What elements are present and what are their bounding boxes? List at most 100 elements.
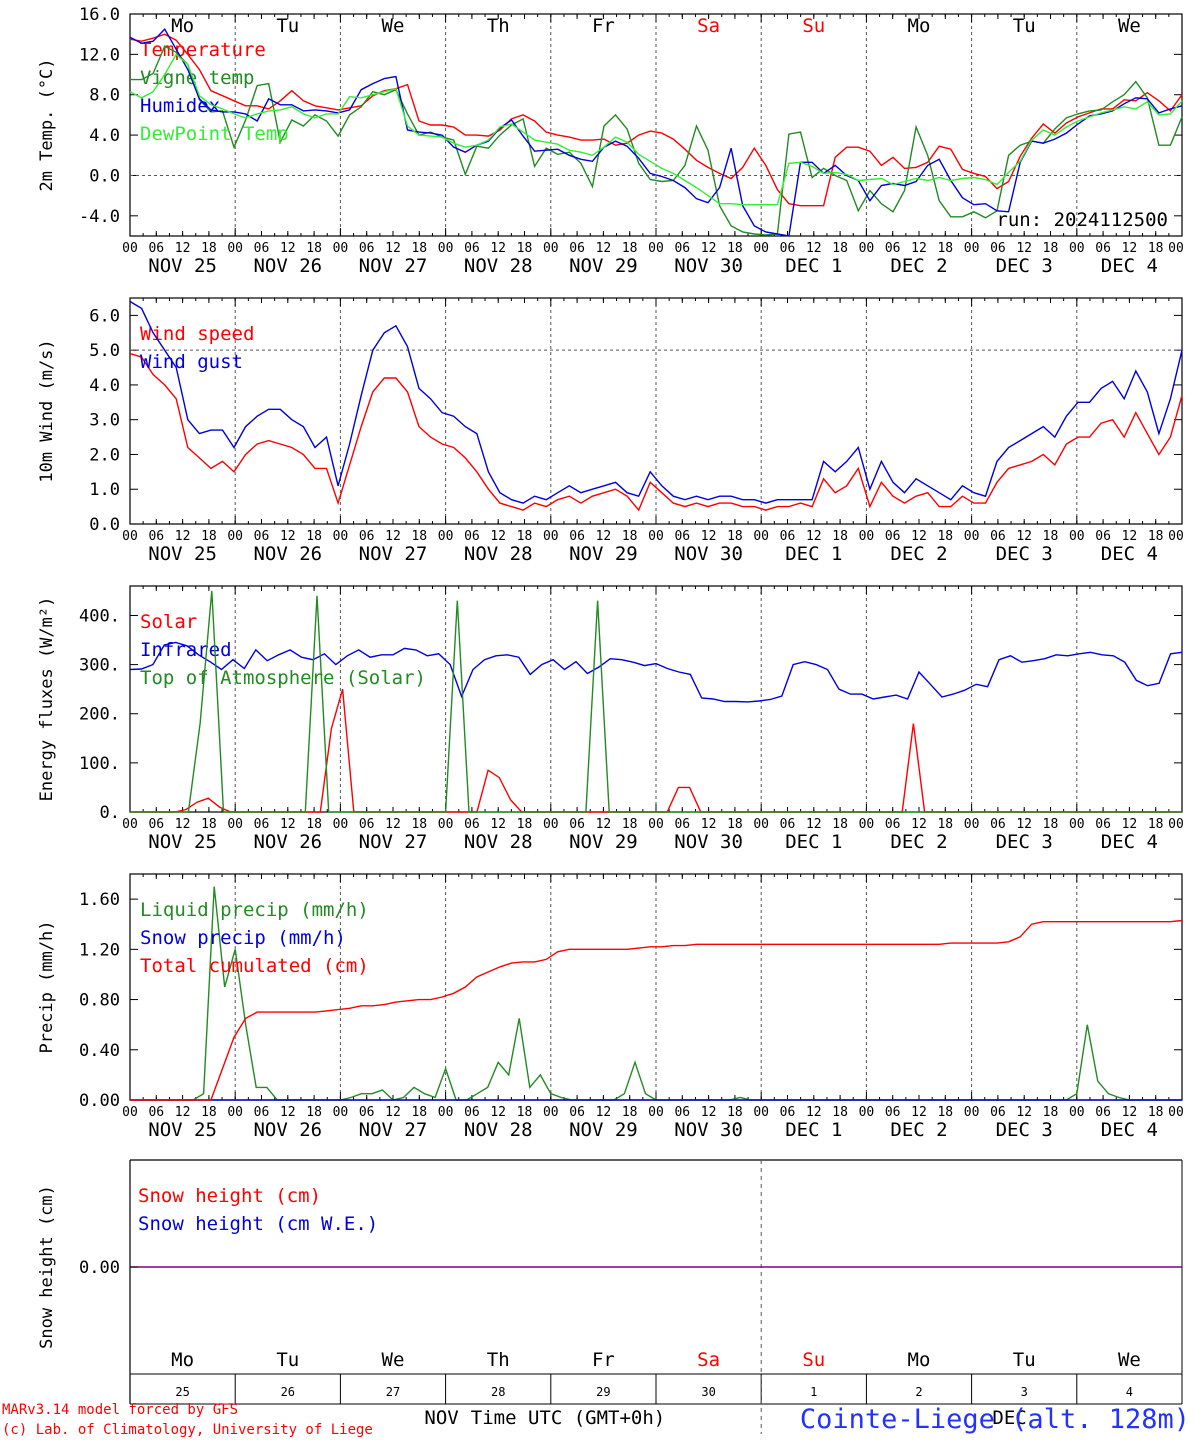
hour-tick-label: 00	[333, 817, 349, 832]
date-label: NOV 29	[569, 831, 638, 853]
hour-tick-label: 00	[122, 529, 138, 544]
hour-tick-label: 18	[306, 241, 322, 256]
day-number-label: 29	[596, 1385, 610, 1399]
day-number-label: 3	[1021, 1385, 1028, 1399]
day-number-label: 25	[175, 1385, 189, 1399]
hour-tick-label: 00	[1069, 1105, 1085, 1120]
hour-tick-label: 00	[438, 817, 454, 832]
credit-line: (c) Lab. of Climatology, University of L…	[2, 1422, 373, 1438]
hour-tick-label: 00	[438, 1105, 454, 1120]
day-number-label: 27	[386, 1385, 400, 1399]
hour-tick-label: 18	[201, 529, 217, 544]
date-label: DEC 2	[890, 255, 947, 277]
hour-tick-label: 06	[674, 1105, 690, 1120]
hour-tick-label: 06	[990, 1105, 1006, 1120]
hour-tick-label: 00	[964, 817, 980, 832]
hour-tick-label: 00	[543, 529, 559, 544]
day-of-week-label: Sa	[697, 15, 720, 37]
hour-tick-label: 18	[937, 241, 953, 256]
series-line-green	[130, 45, 1183, 236]
hour-tick-label: 00	[1069, 241, 1085, 256]
hour-tick-label: 00	[753, 1105, 769, 1120]
date-label: NOV 26	[253, 543, 322, 565]
hour-tick-label: 12	[911, 241, 927, 256]
hour-tick-label: 12	[490, 529, 506, 544]
hour-tick-label: 00	[859, 817, 875, 832]
hour-tick-label: 18	[306, 529, 322, 544]
hour-tick-label: 12	[175, 529, 191, 544]
hour-tick-label: 18	[1148, 241, 1164, 256]
panel-snow: 0.00 Snow height (cm) Snow height (cm) Snow…	[37, 1159, 1183, 1434]
day-of-week-label: Sa	[697, 1349, 720, 1371]
hour-tick-label: 06	[780, 529, 796, 544]
panel-energy: 400. 300. 200. 100. 0. Energy fluxes (W/m²) So…	[37, 585, 1184, 853]
y-tick-label: 0.0	[89, 515, 120, 535]
hour-tick-label: 18	[1148, 817, 1164, 832]
hour-tick-label: 00	[1168, 241, 1184, 256]
legend-entry: Snow precip (mm/h)	[140, 927, 346, 949]
hour-tick-label: 18	[1043, 241, 1059, 256]
hour-tick-label: 12	[1016, 1105, 1032, 1120]
legend-entry: Infrared	[140, 639, 232, 661]
day-of-week-label: We	[382, 1349, 405, 1371]
hour-tick-label: 12	[1122, 817, 1138, 832]
date-label: NOV 27	[359, 543, 428, 565]
date-label: NOV 27	[359, 831, 428, 853]
hour-tick-label: 12	[1016, 241, 1032, 256]
hour-tick-label: 00	[964, 529, 980, 544]
date-label: DEC 2	[890, 831, 947, 853]
hour-tick-label: 12	[806, 1105, 822, 1120]
hour-tick-label: 12	[490, 1105, 506, 1120]
day-of-week-label: Mo	[908, 15, 931, 37]
hour-tick-label: 18	[727, 1105, 743, 1120]
hour-tick-label: 18	[411, 529, 427, 544]
date-label: NOV 29	[569, 543, 638, 565]
date-label: NOV 28	[464, 1119, 533, 1141]
y-tick-label: 0.00	[79, 1258, 120, 1278]
hour-tick-label: 00	[859, 241, 875, 256]
y-tick-label: 0.	[100, 803, 120, 823]
legend-entry: DewPoint Temp	[140, 123, 289, 145]
hour-tick-label: 06	[1095, 529, 1111, 544]
legend-entry: Wind speed	[140, 323, 254, 345]
hour-tick-label: 06	[674, 241, 690, 256]
hour-tick-label: 18	[201, 1105, 217, 1120]
hour-tick-label: 18	[727, 529, 743, 544]
y-tick-label: 2.0	[89, 445, 120, 465]
hour-tick-label: 00	[648, 1105, 664, 1120]
hour-tick-label: 06	[464, 817, 480, 832]
day-of-week-label: We	[1118, 1349, 1141, 1371]
y-tick-label: 1.60	[79, 890, 120, 910]
hour-tick-label: 18	[1148, 1105, 1164, 1120]
day-number-label: 26	[281, 1385, 295, 1399]
hour-tick-label: 12	[701, 241, 717, 256]
hour-tick-label: 00	[964, 1105, 980, 1120]
hour-tick-label: 06	[254, 241, 270, 256]
hour-tick-label: 00	[227, 817, 243, 832]
y-tick-label: 1.0	[89, 480, 120, 500]
hour-tick-label: 12	[701, 1105, 717, 1120]
day-of-week-label: Fr	[592, 15, 615, 37]
date-label: DEC 3	[996, 255, 1053, 277]
legend-entry: Top of Atmosphere (Solar)	[140, 667, 426, 689]
hour-tick-label: 06	[1095, 1105, 1111, 1120]
hour-tick-label: 00	[1069, 529, 1085, 544]
hour-tick-label: 18	[201, 817, 217, 832]
hour-tick-label: 00	[333, 241, 349, 256]
hour-tick-label: 12	[1122, 241, 1138, 256]
day-of-week-label: Mo	[171, 1349, 194, 1371]
day-of-week-label: Tu	[1013, 15, 1036, 37]
date-label: NOV 28	[464, 831, 533, 853]
date-label: NOV 30	[674, 543, 743, 565]
hour-tick-label: 00	[438, 241, 454, 256]
hour-tick-label: 18	[517, 817, 533, 832]
hour-tick-label: 12	[280, 1105, 296, 1120]
hour-tick-label: 00	[333, 529, 349, 544]
hour-tick-label: 06	[569, 241, 585, 256]
hour-tick-label: 00	[753, 529, 769, 544]
hour-tick-label: 12	[806, 529, 822, 544]
hour-tick-label: 18	[1043, 1105, 1059, 1120]
hour-tick-label: 00	[543, 817, 559, 832]
hour-tick-label: 06	[674, 529, 690, 544]
